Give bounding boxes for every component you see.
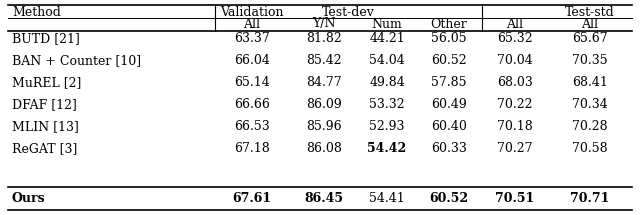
Text: 53.32: 53.32 — [369, 98, 405, 112]
Text: 70.04: 70.04 — [497, 54, 533, 68]
Text: 84.77: 84.77 — [306, 77, 342, 89]
Text: All: All — [582, 17, 598, 31]
Text: 66.04: 66.04 — [234, 54, 270, 68]
Text: Y/N: Y/N — [312, 17, 336, 31]
Text: 56.05: 56.05 — [431, 32, 467, 46]
Text: BUTD [21]: BUTD [21] — [12, 32, 80, 46]
Text: 65.14: 65.14 — [234, 77, 270, 89]
Text: Validation: Validation — [220, 6, 284, 20]
Text: 60.40: 60.40 — [431, 120, 467, 134]
Text: 86.45: 86.45 — [305, 192, 344, 206]
Text: 70.22: 70.22 — [497, 98, 532, 112]
Text: 68.41: 68.41 — [572, 77, 608, 89]
Text: 65.67: 65.67 — [572, 32, 608, 46]
Text: Test-dev: Test-dev — [322, 6, 375, 20]
Text: 70.71: 70.71 — [570, 192, 610, 206]
Text: 60.49: 60.49 — [431, 98, 467, 112]
Text: 68.03: 68.03 — [497, 77, 533, 89]
Text: 63.37: 63.37 — [234, 32, 270, 46]
Text: ReGAT [3]: ReGAT [3] — [12, 143, 77, 155]
Text: 44.21: 44.21 — [369, 32, 405, 46]
Text: 60.52: 60.52 — [429, 192, 468, 206]
Text: Ours: Ours — [12, 192, 45, 206]
Text: 60.33: 60.33 — [431, 143, 467, 155]
Text: DFAF [12]: DFAF [12] — [12, 98, 77, 112]
Text: 70.51: 70.51 — [495, 192, 534, 206]
Text: 57.85: 57.85 — [431, 77, 467, 89]
Text: All: All — [506, 17, 524, 31]
Text: 66.66: 66.66 — [234, 98, 270, 112]
Text: MuREL [2]: MuREL [2] — [12, 77, 81, 89]
Text: Test-std: Test-std — [565, 6, 615, 20]
Text: 85.96: 85.96 — [306, 120, 342, 134]
Text: 49.84: 49.84 — [369, 77, 405, 89]
Text: 54.04: 54.04 — [369, 54, 405, 68]
Text: 70.27: 70.27 — [497, 143, 532, 155]
Text: 65.32: 65.32 — [497, 32, 533, 46]
Text: 54.42: 54.42 — [367, 143, 406, 155]
Text: 52.93: 52.93 — [369, 120, 404, 134]
Text: 85.42: 85.42 — [306, 54, 342, 68]
Text: MLIN [13]: MLIN [13] — [12, 120, 79, 134]
Text: Num: Num — [372, 17, 403, 31]
Text: 86.09: 86.09 — [306, 98, 342, 112]
Text: 86.08: 86.08 — [306, 143, 342, 155]
Text: 70.35: 70.35 — [572, 54, 608, 68]
Text: 70.58: 70.58 — [572, 143, 608, 155]
Text: 66.53: 66.53 — [234, 120, 270, 134]
Text: Method: Method — [12, 6, 61, 20]
Text: 54.41: 54.41 — [369, 192, 405, 206]
Text: BAN + Counter [10]: BAN + Counter [10] — [12, 54, 141, 68]
Text: All: All — [243, 17, 260, 31]
Text: Other: Other — [431, 17, 467, 31]
Text: 67.61: 67.61 — [232, 192, 271, 206]
Text: 70.34: 70.34 — [572, 98, 608, 112]
Text: 70.28: 70.28 — [572, 120, 608, 134]
Text: 70.18: 70.18 — [497, 120, 533, 134]
Text: 81.82: 81.82 — [306, 32, 342, 46]
Text: 60.52: 60.52 — [431, 54, 467, 68]
Text: 67.18: 67.18 — [234, 143, 270, 155]
